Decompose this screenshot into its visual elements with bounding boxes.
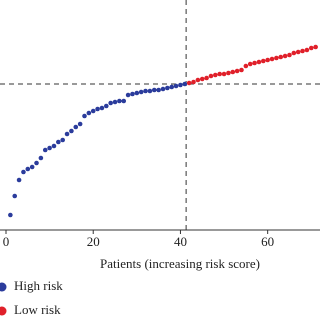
point	[151, 87, 157, 93]
x-tick-label: 20	[87, 234, 100, 249]
point	[143, 88, 148, 94]
point	[208, 73, 214, 79]
point	[56, 139, 61, 145]
point	[138, 89, 144, 95]
point	[29, 164, 35, 170]
point	[274, 55, 279, 61]
point	[64, 131, 70, 137]
point	[239, 67, 244, 73]
point	[16, 177, 22, 183]
point	[21, 169, 26, 175]
point	[287, 52, 292, 58]
point	[121, 98, 127, 104]
point	[169, 84, 175, 90]
point	[134, 90, 140, 96]
x-tick-label: 40	[174, 234, 187, 249]
point	[51, 143, 57, 149]
point	[195, 77, 201, 83]
point	[178, 82, 183, 88]
point	[308, 45, 314, 51]
point	[104, 103, 109, 109]
point	[156, 87, 161, 93]
point	[34, 160, 39, 166]
point	[117, 98, 122, 104]
point	[60, 137, 65, 143]
legend-label: Low risk	[14, 302, 61, 317]
point	[12, 193, 18, 199]
point	[226, 70, 231, 76]
point	[125, 92, 131, 98]
point	[77, 121, 83, 127]
point	[256, 59, 262, 65]
point	[82, 113, 87, 119]
point	[47, 145, 52, 151]
legend-label: High risk	[14, 278, 63, 293]
point	[191, 79, 196, 85]
point	[252, 60, 257, 66]
point	[204, 75, 209, 81]
legend-marker	[0, 282, 7, 292]
point	[265, 57, 270, 63]
point	[147, 88, 153, 94]
point	[199, 76, 205, 82]
point	[213, 72, 218, 78]
point	[221, 71, 227, 77]
point	[130, 91, 135, 97]
point	[173, 83, 179, 89]
point	[182, 81, 188, 87]
point	[217, 71, 222, 77]
point	[304, 47, 310, 53]
point	[295, 49, 301, 55]
point	[230, 69, 236, 75]
point	[278, 54, 284, 60]
point	[99, 105, 105, 111]
point	[8, 212, 13, 218]
point	[160, 86, 166, 92]
point	[165, 85, 170, 91]
x-tick-label: 0	[3, 234, 10, 249]
point	[112, 99, 118, 105]
point	[243, 63, 249, 69]
point	[282, 53, 288, 59]
point	[300, 48, 305, 54]
point	[73, 124, 79, 130]
point	[25, 166, 31, 172]
point	[261, 58, 266, 64]
point	[269, 56, 275, 62]
point	[38, 155, 44, 161]
point	[247, 61, 253, 67]
x-axis-label: Patients (increasing risk score)	[100, 256, 260, 271]
point	[186, 80, 192, 86]
point	[69, 128, 74, 134]
x-tick-label: 60	[261, 234, 274, 249]
legend-marker	[0, 306, 7, 316]
point	[86, 110, 92, 116]
point	[90, 108, 96, 114]
point	[313, 44, 318, 50]
point	[95, 106, 100, 112]
point	[234, 68, 240, 74]
point	[42, 147, 48, 153]
point	[291, 50, 297, 56]
point	[108, 100, 113, 106]
